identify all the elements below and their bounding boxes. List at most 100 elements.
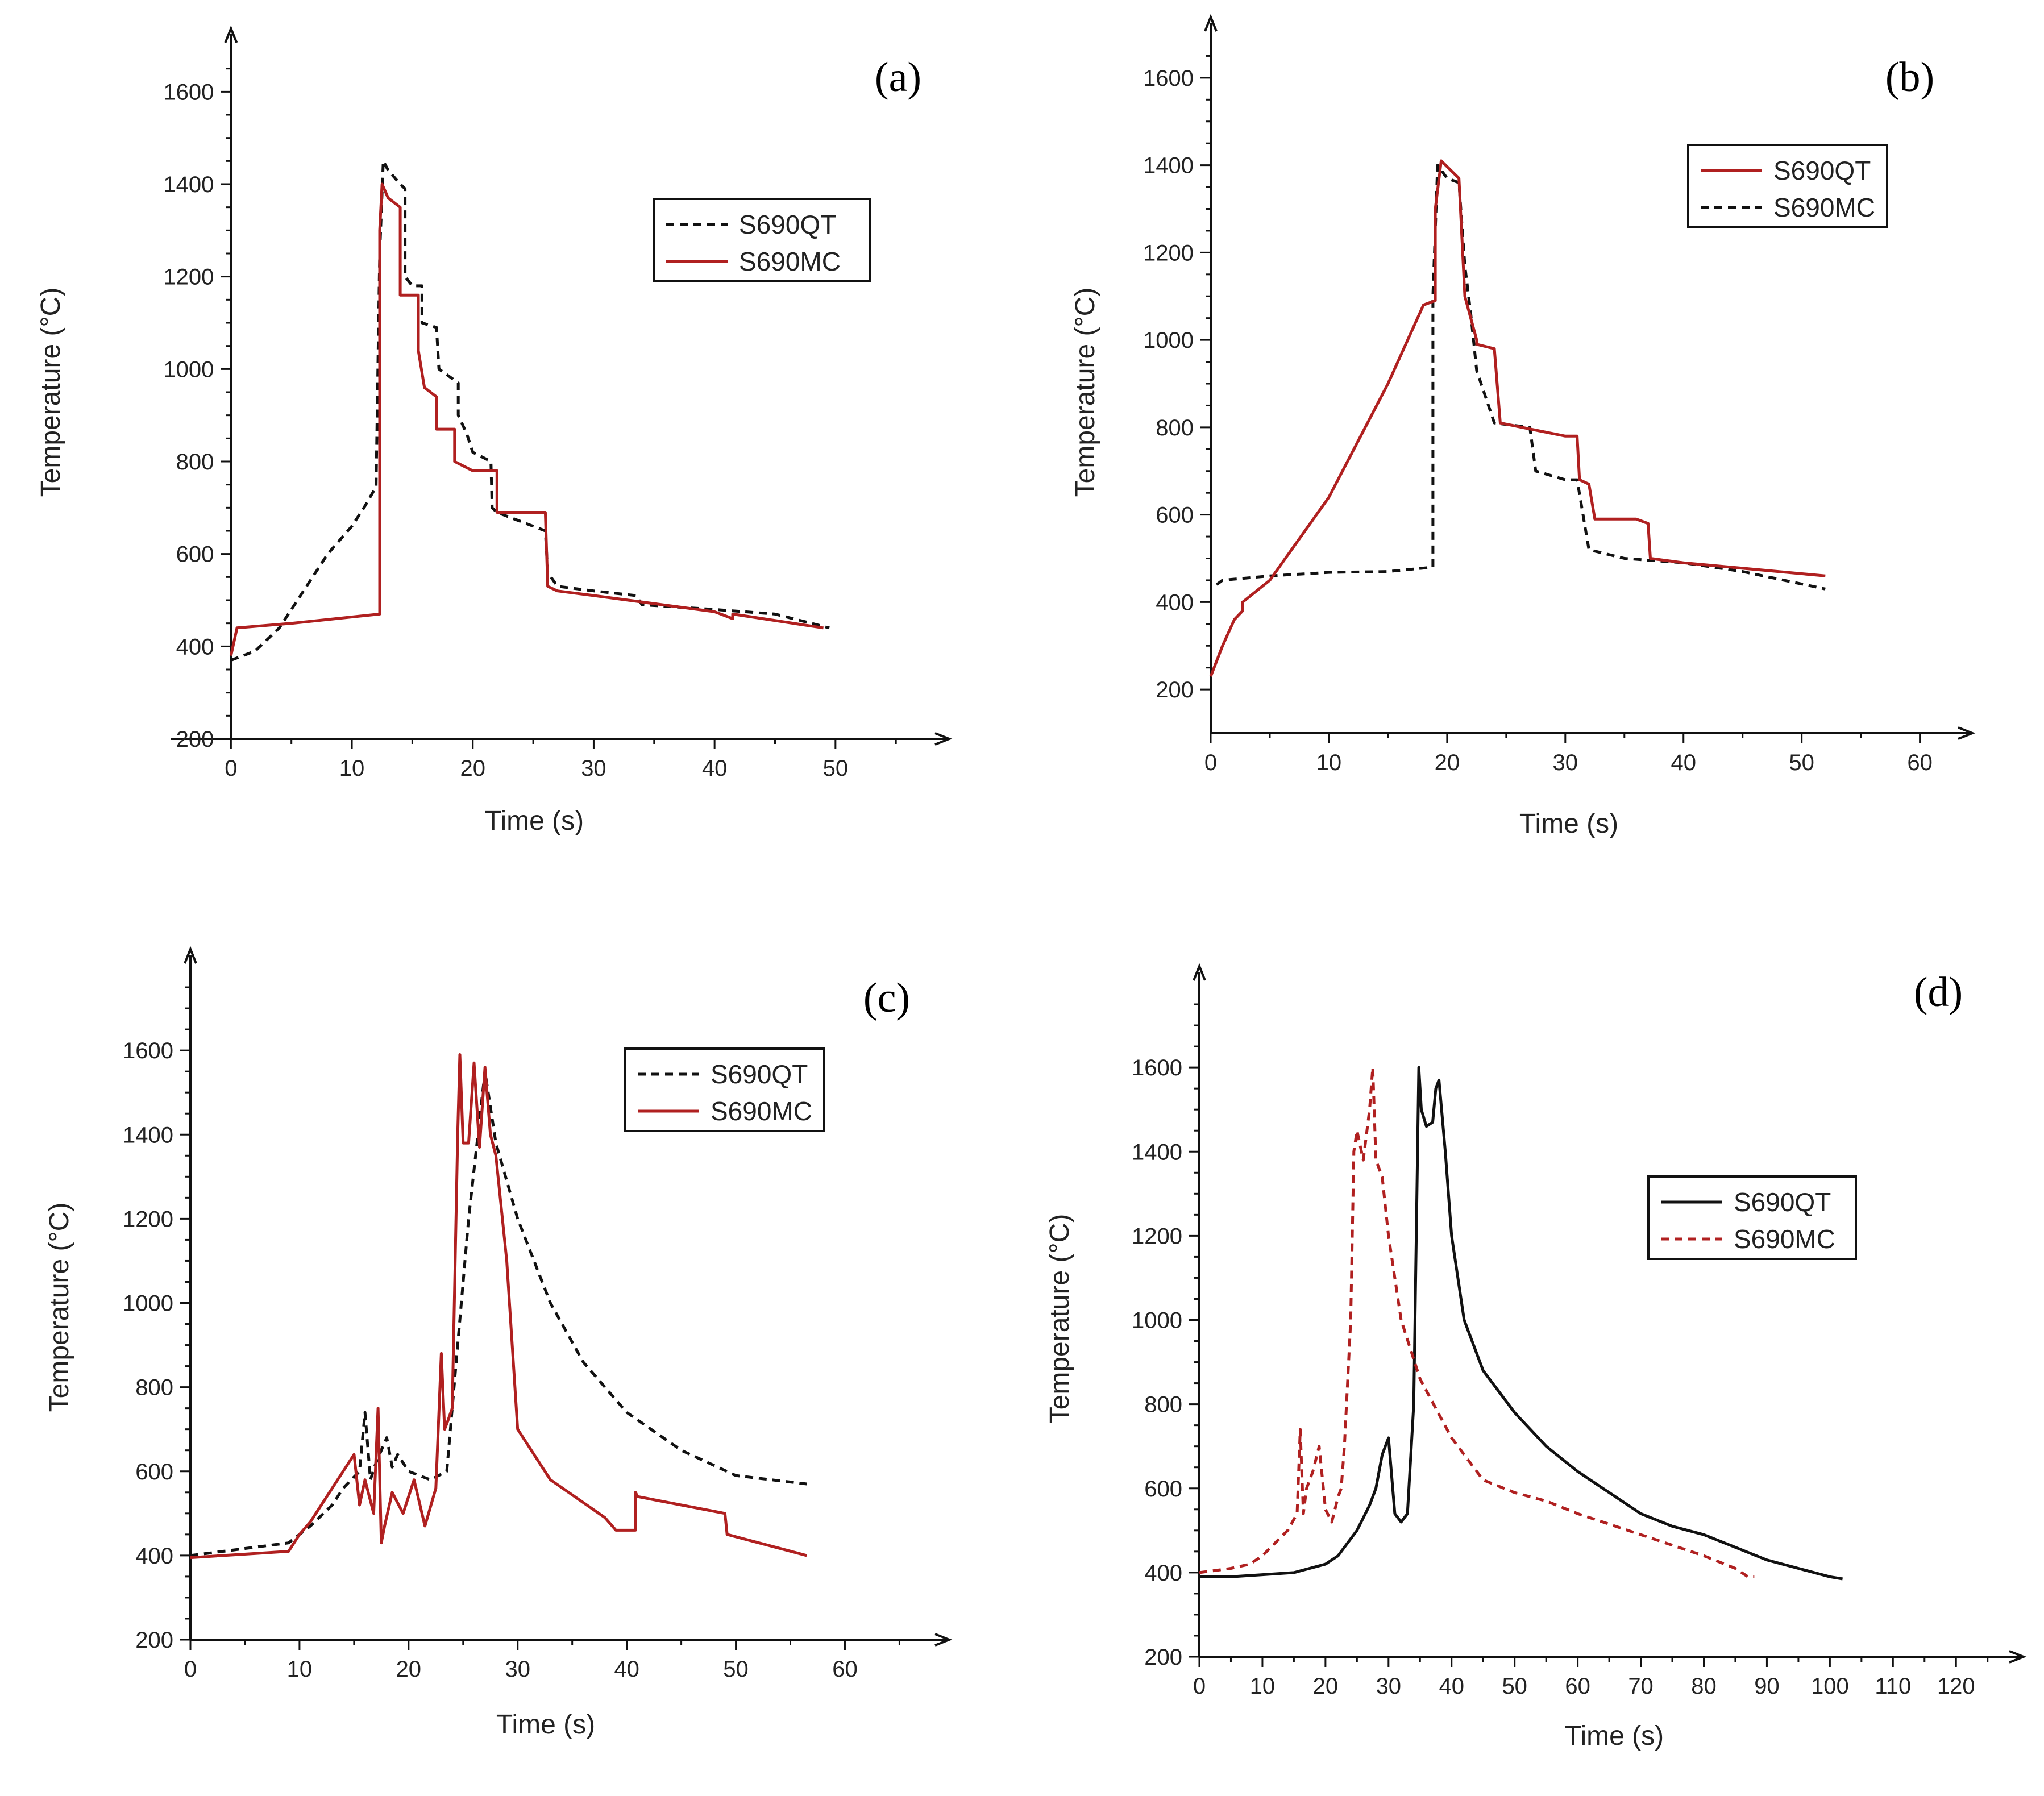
- x-tick-label: 30: [1376, 1674, 1402, 1699]
- y-axis-title: Temperature (°C): [1070, 288, 1100, 497]
- y-tick-label: 600: [135, 1460, 173, 1485]
- y-tick-label: 600: [1144, 1477, 1182, 1502]
- panel-label: (b): [1885, 54, 1934, 101]
- series-line-s690qt: [190, 1070, 807, 1557]
- x-tick-label: 10: [339, 756, 365, 781]
- y-tick-label: 1600: [123, 1038, 173, 1063]
- x-tick-label: 120: [1937, 1674, 1975, 1699]
- y-axis-arrow: [224, 25, 238, 43]
- legend-label-s690qt: S690QT: [1773, 156, 1871, 185]
- y-axis-arrow: [184, 946, 197, 964]
- x-axis-title: Time (s): [485, 806, 584, 836]
- x-tick-label: 80: [1691, 1674, 1717, 1699]
- x-tick-label: 0: [225, 756, 237, 781]
- y-axis-arrow: [1204, 14, 1218, 32]
- panel-label: (a): [875, 54, 921, 101]
- y-tick-label: 1200: [1132, 1224, 1182, 1249]
- x-axis-title: Time (s): [1565, 1721, 1664, 1751]
- y-tick-label: 1000: [163, 357, 214, 382]
- x-tick-label: 60: [832, 1657, 858, 1682]
- x-tick-label: 20: [1435, 750, 1460, 775]
- y-tick-label: 1400: [1143, 153, 1194, 178]
- y-axis-title: Temperature (°C): [36, 288, 66, 497]
- x-tick-label: 60: [1565, 1674, 1590, 1699]
- x-axis-title: Time (s): [496, 1710, 595, 1740]
- chart-panel-b: 200 400 600 800 1000 1200 1400 1600 0 10 20 30 40 50 6…: [1070, 14, 1976, 839]
- x-axis-arrow: [2009, 1650, 2027, 1664]
- chart-panel-c: 200 400 600 800 1000 1200 1400 1600 0 10 20 30 40 50 6…: [44, 946, 953, 1740]
- y-tick-label: 400: [1156, 590, 1194, 615]
- x-tick-label: 10: [1316, 750, 1342, 775]
- y-tick-label: 1600: [1143, 66, 1194, 91]
- chart-panel-d: 200 400 600 800 1000 1200 1400 1600 0 10 20 30 40 50 6…: [1045, 963, 2027, 1751]
- y-tick-label: 200: [1156, 677, 1194, 702]
- x-tick-label: 70: [1628, 1674, 1654, 1699]
- x-tick-label: 60: [1907, 750, 1933, 775]
- legend-box: [624, 1047, 825, 1132]
- y-tick-label: 1200: [163, 265, 214, 290]
- legend-label-s690mc: S690MC: [739, 247, 841, 276]
- legend-label-s690qt: S690QT: [739, 210, 836, 239]
- x-tick-label: 20: [460, 756, 485, 781]
- x-tick-label: 0: [1204, 750, 1217, 775]
- y-tick-label: 200: [176, 727, 214, 752]
- x-tick-label: 40: [702, 756, 728, 781]
- y-tick-label: 1000: [123, 1291, 173, 1316]
- x-tick-label: 40: [614, 1657, 639, 1682]
- panel-label: (d): [1914, 969, 1963, 1016]
- x-axis-arrow: [934, 732, 953, 746]
- legend-box: [653, 198, 871, 282]
- x-tick-label: 20: [1313, 1674, 1339, 1699]
- y-tick-label: 400: [135, 1544, 173, 1569]
- y-tick-label: 200: [135, 1628, 173, 1653]
- legend-box: [1647, 1175, 1857, 1260]
- x-tick-label: 10: [287, 1657, 313, 1682]
- panel-label: (c): [863, 975, 910, 1021]
- series-line-s690mc: [229, 182, 824, 656]
- y-tick-label: 1000: [1143, 328, 1194, 353]
- y-axis-arrow: [1193, 963, 1206, 981]
- y-axis-title: Temperature (°C): [44, 1203, 74, 1412]
- x-tick-label: 40: [1439, 1674, 1465, 1699]
- x-tick-label: 50: [823, 756, 849, 781]
- series-line-s690qt: [230, 159, 830, 662]
- x-tick-label: 100: [1811, 1674, 1849, 1699]
- y-tick-label: 800: [1156, 415, 1194, 440]
- x-tick-label: 110: [1875, 1674, 1911, 1699]
- x-tick-label: 30: [505, 1657, 530, 1682]
- y-tick-label: 1400: [163, 172, 214, 197]
- y-tick-label: 600: [176, 542, 214, 567]
- y-tick-label: 400: [176, 634, 214, 659]
- series-line-s690mc: [190, 1053, 807, 1560]
- legend-label-s690mc: S690MC: [1734, 1224, 1835, 1254]
- x-tick-label: 90: [1754, 1674, 1780, 1699]
- y-axis-title: Temperature (°C): [1045, 1214, 1075, 1424]
- x-axis-arrow: [934, 1633, 953, 1647]
- y-tick-label: 1600: [163, 80, 214, 105]
- x-tick-label: 50: [723, 1657, 749, 1682]
- x-tick-label: 10: [1250, 1674, 1276, 1699]
- y-tick-label: 1200: [1143, 240, 1194, 265]
- y-tick-label: 800: [135, 1375, 173, 1400]
- x-tick-label: 0: [184, 1657, 197, 1682]
- y-tick-label: 1600: [1132, 1055, 1182, 1080]
- series-line-s690mc: [1199, 1066, 1755, 1578]
- legend-label-s690qt: S690QT: [1734, 1187, 1831, 1217]
- y-tick-label: 400: [1144, 1561, 1182, 1586]
- y-tick-label: 1400: [123, 1122, 173, 1148]
- series-line-s690qt: [1199, 1066, 1843, 1581]
- x-tick-label: 30: [581, 756, 606, 781]
- legend-label-s690qt: S690QT: [711, 1059, 808, 1089]
- x-tick-label: 0: [1193, 1674, 1206, 1699]
- y-tick-label: 1000: [1132, 1308, 1182, 1333]
- y-tick-label: 800: [1144, 1392, 1182, 1417]
- y-tick-label: 1200: [123, 1207, 173, 1232]
- x-axis-arrow: [1958, 726, 1976, 740]
- y-tick-label: 200: [1144, 1645, 1182, 1670]
- y-tick-label: 800: [176, 450, 214, 475]
- x-tick-label: 30: [1553, 750, 1578, 775]
- legend-label-s690mc: S690MC: [1773, 193, 1875, 222]
- x-axis-title: Time (s): [1519, 809, 1618, 839]
